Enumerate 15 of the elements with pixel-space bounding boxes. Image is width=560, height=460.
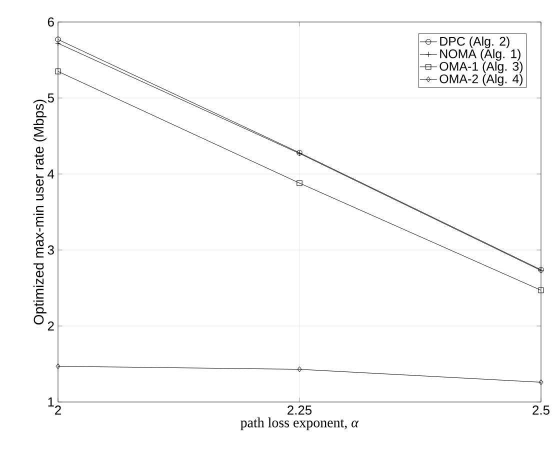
x-tick-label: 2.25 bbox=[288, 406, 312, 415]
x-tick-label: 2.5 bbox=[532, 406, 550, 415]
legend-label: OMA-1 (Alg. 3) bbox=[440, 62, 523, 74]
y-tick-label: 3 bbox=[48, 245, 54, 255]
legend-label: NOMA (Alg. 1) bbox=[440, 49, 520, 61]
y-tick-label: 2 bbox=[48, 321, 54, 331]
y-tick-label: 5 bbox=[48, 93, 54, 103]
y-axis-title: Optimized max-min user rate (Mbps) bbox=[33, 100, 46, 324]
x-axis-title: path loss exponent, α bbox=[240, 418, 359, 430]
x-tick-label: 2 bbox=[55, 406, 61, 415]
y-tick-label: 1 bbox=[48, 398, 54, 406]
y-tick-label: 6 bbox=[48, 17, 54, 27]
legend-label: OMA-2 (Alg. 4) bbox=[440, 74, 523, 86]
legend-label: DPC (Alg. 2) bbox=[440, 36, 510, 48]
y-tick-label: 4 bbox=[48, 170, 54, 178]
